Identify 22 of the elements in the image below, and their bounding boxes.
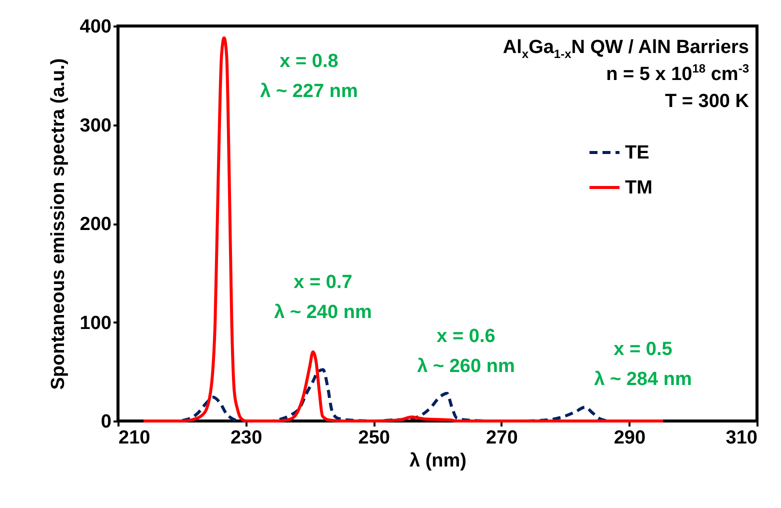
- x-tick-label: 230: [230, 428, 262, 448]
- x-tick-label: 210: [118, 428, 150, 448]
- x-tick-label: 250: [358, 428, 390, 448]
- x-tick-label: 290: [614, 428, 646, 448]
- y-tick-label: 0: [100, 412, 112, 432]
- annotation: x = 0.5 λ ~ 284 nm: [594, 338, 692, 392]
- y-tick-label: 100: [80, 312, 112, 334]
- x-tick-label: 270: [486, 428, 518, 448]
- annotation: n = 5 x 10$^{18}$ cm$^{-3}$: [606, 62, 749, 85]
- y-tick-label: 300: [80, 115, 112, 136]
- legend-label: TM: [625, 178, 652, 198]
- x-tick-label: 310: [726, 428, 758, 448]
- y-tick-label: 200: [80, 214, 112, 235]
- annotation: x = 0.7 λ ~ 240 nm: [274, 271, 372, 325]
- x-axis-title: λ (nm): [410, 450, 466, 472]
- y-tick-label: 400: [80, 16, 112, 38]
- annotation: T = 300 K: [665, 91, 749, 112]
- annotation: x = 0.6 λ ~ 260 nm: [417, 325, 515, 379]
- annotation: x = 0.8 λ ~ 227 nm: [260, 50, 358, 104]
- y-axis-title: Spontaneous emission spectra (a.u.): [48, 58, 69, 390]
- legend-label: TE: [625, 142, 650, 164]
- annotation: Al$_{x}$Ga$_{1-x}$N QW / AlN Barriers: [502, 37, 749, 61]
